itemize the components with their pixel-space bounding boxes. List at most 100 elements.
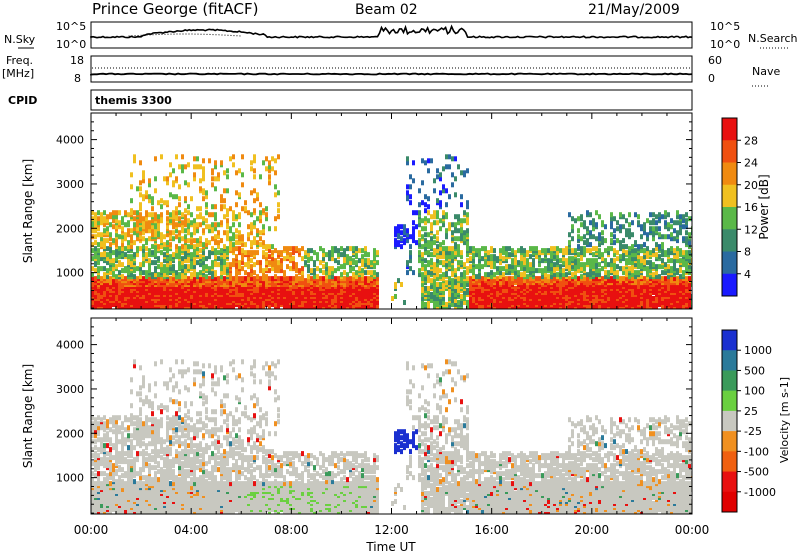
heatmap-cell bbox=[139, 218, 142, 224]
heatmap-cell bbox=[145, 252, 148, 258]
heatmap-cell bbox=[190, 232, 193, 238]
heatmap-cell bbox=[682, 236, 685, 242]
heatmap-cell bbox=[238, 192, 241, 198]
heatmap-cell bbox=[457, 236, 460, 242]
heatmap-cell bbox=[268, 248, 271, 254]
heatmap-cell bbox=[532, 266, 535, 272]
heatmap-cell bbox=[505, 276, 508, 282]
heatmap-cell bbox=[433, 210, 436, 216]
heatmap-cell bbox=[178, 184, 181, 190]
heatmap-cell bbox=[160, 232, 163, 238]
heatmap-cell bbox=[172, 210, 175, 216]
heatmap-cell bbox=[640, 256, 643, 262]
heatmap-cell bbox=[262, 276, 265, 282]
heatmap-cell bbox=[103, 238, 106, 244]
heatmap-cell bbox=[277, 190, 280, 196]
heatmap-cell bbox=[172, 218, 175, 224]
heatmap-cell bbox=[418, 242, 421, 248]
heatmap-cell bbox=[661, 276, 664, 282]
heatmap-cell bbox=[655, 214, 658, 220]
heatmap-cell bbox=[445, 232, 448, 238]
heatmap-cell bbox=[340, 264, 343, 270]
heatmap-cell bbox=[337, 266, 340, 272]
heatmap-cell bbox=[601, 236, 604, 242]
heatmap-cell bbox=[460, 294, 463, 299]
heatmap-cell bbox=[100, 252, 103, 258]
heatmap-cell bbox=[547, 258, 550, 264]
heatmap-cell bbox=[187, 210, 190, 216]
heatmap-cell bbox=[172, 214, 175, 220]
heatmap-cell bbox=[598, 214, 601, 220]
heatmap-cell bbox=[241, 206, 244, 212]
heatmap-cell bbox=[361, 272, 364, 278]
heatmap-cell bbox=[112, 266, 115, 272]
heatmap-cell bbox=[430, 240, 433, 246]
heatmap-cell bbox=[166, 262, 169, 268]
heatmap-cell bbox=[139, 206, 142, 212]
heatmap-cell bbox=[526, 274, 529, 280]
heatmap-cell bbox=[670, 218, 673, 224]
heatmap-cell bbox=[424, 246, 427, 252]
heatmap-cell bbox=[262, 250, 265, 256]
heatmap-cell bbox=[424, 160, 427, 166]
heatmap-cell bbox=[229, 226, 232, 232]
heatmap-cell bbox=[463, 270, 466, 276]
heatmap-cell bbox=[301, 276, 304, 282]
heatmap-cell bbox=[589, 220, 592, 226]
heatmap-cell bbox=[373, 256, 376, 262]
heatmap-cell bbox=[352, 276, 355, 282]
heatmap-cell bbox=[598, 236, 601, 242]
heatmap-cell bbox=[418, 268, 421, 274]
heatmap-cell bbox=[616, 270, 619, 276]
heatmap-cell bbox=[412, 178, 415, 184]
heatmap-cell bbox=[439, 260, 442, 266]
heatmap-cell bbox=[340, 252, 343, 258]
heatmap-cell bbox=[91, 276, 94, 282]
heatmap-cell bbox=[94, 212, 97, 218]
heatmap-cell bbox=[610, 262, 613, 268]
heatmap-cell bbox=[259, 202, 262, 208]
heatmap-cell bbox=[595, 236, 598, 242]
heatmap-cell bbox=[433, 274, 436, 280]
heatmap-cell bbox=[262, 304, 265, 309]
heatmap-cell bbox=[634, 240, 637, 246]
heatmap-cell bbox=[100, 218, 103, 224]
heatmap-cell bbox=[271, 166, 274, 172]
heatmap-cell bbox=[580, 246, 583, 252]
heatmap-cell bbox=[91, 242, 94, 248]
heatmap-cell bbox=[358, 284, 361, 289]
heatmap-cell bbox=[295, 274, 298, 280]
heatmap-cell bbox=[250, 222, 253, 228]
heatmap-cell bbox=[424, 258, 427, 264]
heatmap-cell bbox=[130, 262, 133, 268]
heatmap-cell bbox=[199, 276, 202, 282]
heatmap-cell bbox=[592, 246, 595, 252]
heatmap-cell bbox=[253, 286, 256, 291]
heatmap-cell bbox=[676, 210, 679, 216]
heatmap-cell bbox=[628, 234, 631, 240]
heatmap-cell bbox=[181, 212, 184, 218]
heatmap-cell bbox=[187, 162, 190, 168]
heatmap-cell bbox=[307, 298, 310, 303]
heatmap-cell bbox=[454, 284, 457, 289]
heatmap-cell bbox=[268, 180, 271, 186]
heatmap-cell bbox=[256, 232, 259, 238]
heatmap-cell bbox=[178, 250, 181, 256]
heatmap-cell bbox=[94, 234, 97, 240]
heatmap-cell bbox=[172, 252, 175, 258]
heatmap-cell bbox=[112, 224, 115, 230]
heatmap-cell bbox=[142, 270, 145, 276]
heatmap-cell bbox=[154, 232, 157, 238]
heatmap-cell bbox=[151, 292, 154, 297]
heatmap-cell bbox=[139, 304, 142, 309]
heatmap-cell bbox=[673, 254, 676, 260]
heatmap-cell bbox=[406, 184, 409, 190]
heatmap-cell bbox=[337, 248, 340, 254]
heatmap-cell bbox=[157, 272, 160, 278]
heatmap-cell bbox=[472, 258, 475, 264]
heatmap-cell bbox=[676, 252, 679, 258]
heatmap-cell bbox=[589, 242, 592, 248]
heatmap-cell bbox=[679, 252, 682, 258]
heatmap-cell bbox=[493, 272, 496, 278]
heatmap-cell bbox=[598, 262, 601, 268]
